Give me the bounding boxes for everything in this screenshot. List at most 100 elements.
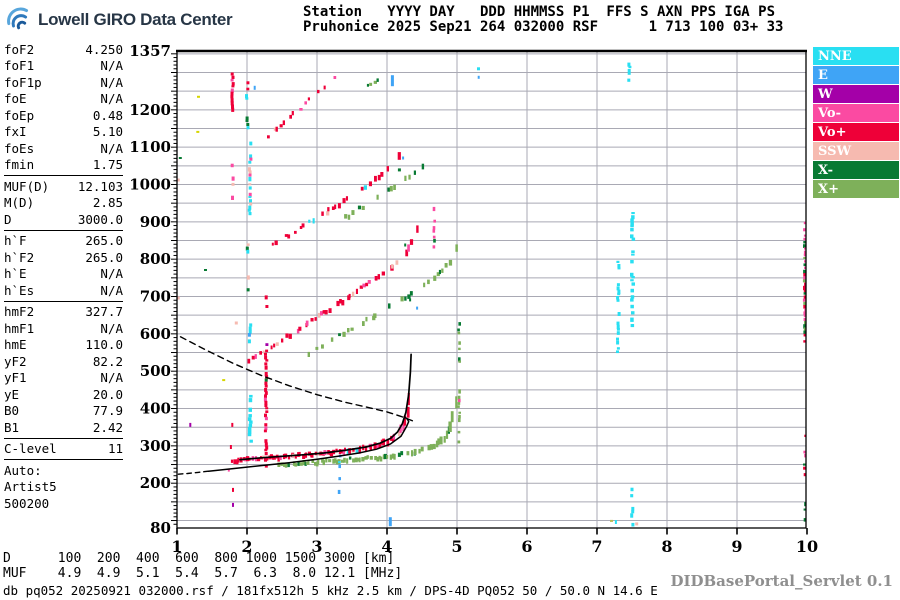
param-label: hmF1 xyxy=(4,320,35,336)
svg-text:800: 800 xyxy=(140,250,171,268)
param-label: foEp xyxy=(4,107,35,123)
param-row: C-level 11 xyxy=(4,441,123,458)
param-row: 500200 xyxy=(4,495,123,512)
status-line: db pq052 20250921 032000.rsf / 181fx512h… xyxy=(3,583,658,598)
param-row: foF1p N/A xyxy=(4,74,123,91)
param-value: 11 xyxy=(107,441,123,457)
svg-text:7: 7 xyxy=(591,537,602,556)
legend-item-W: W xyxy=(813,85,899,103)
param-row: M(D) 2.85 xyxy=(4,195,123,212)
param-row: foEp 0.48 xyxy=(4,107,123,124)
svg-text:700: 700 xyxy=(140,288,171,306)
param-row: MUF(D) 12.103 xyxy=(4,178,123,195)
wave-icon xyxy=(6,4,34,36)
param-value: 5.10 xyxy=(92,124,123,140)
param-value: N/A xyxy=(100,140,123,156)
param-value: 265.0 xyxy=(85,249,123,265)
param-row: D 3000.0 xyxy=(4,211,123,228)
svg-text:5: 5 xyxy=(451,537,462,556)
legend-item-E: E xyxy=(813,66,899,84)
param-label: hmF2 xyxy=(4,304,35,320)
param-row: hmF1 N/A xyxy=(4,320,123,337)
param-row: h`E N/A xyxy=(4,266,123,283)
svg-text:1000: 1000 xyxy=(129,175,171,193)
svg-text:9: 9 xyxy=(731,537,742,556)
param-row: foF1 N/A xyxy=(4,58,123,75)
legend-item-NNE: NNE xyxy=(813,47,899,65)
param-row: B1 2.42 xyxy=(4,419,123,436)
param-panel: foF2 4.250 foF1 N/A foF1p N/A foE N/A foEp 0.48 fx… xyxy=(4,41,123,512)
param-label: Auto: xyxy=(4,462,42,478)
param-label: foEs xyxy=(4,140,35,156)
param-row: hmF2 327.7 xyxy=(4,304,123,321)
param-label: fmin xyxy=(4,157,35,173)
param-label: M(D) xyxy=(4,195,35,211)
param-label: Artist5 xyxy=(4,479,57,495)
param-value: 0.48 xyxy=(92,107,123,123)
param-label: B1 xyxy=(4,419,20,435)
servlet-version: DIDBasePortal_Servlet 0.1 xyxy=(670,572,893,590)
svg-text:2: 2 xyxy=(241,537,252,556)
param-label: yE xyxy=(4,386,20,402)
param-value: 20.0 xyxy=(92,386,123,402)
svg-text:1100: 1100 xyxy=(129,138,171,156)
param-row: B0 77.9 xyxy=(4,403,123,420)
param-label: foF2 xyxy=(4,41,35,57)
svg-text:300: 300 xyxy=(140,437,171,455)
svg-text:1200: 1200 xyxy=(129,101,171,119)
svg-text:600: 600 xyxy=(140,325,171,343)
svg-text:8: 8 xyxy=(661,537,672,556)
param-row: hmE 110.0 xyxy=(4,337,123,354)
legend-item-Vo+: Vo+ xyxy=(813,123,899,141)
param-value: 265.0 xyxy=(85,233,123,249)
param-label: foE xyxy=(4,91,27,107)
param-label: h`F2 xyxy=(4,249,35,265)
station-info: Station YYYY DAY DDD HHMMSS P1 FFS S AXN… xyxy=(303,4,784,35)
param-divider xyxy=(4,300,123,302)
svg-text:3: 3 xyxy=(311,537,322,556)
param-label: hmE xyxy=(4,337,27,353)
param-label: MUF(D) xyxy=(4,178,50,194)
param-value: 3000.0 xyxy=(77,211,123,227)
param-label: foF1p xyxy=(4,74,42,90)
param-label: yF2 xyxy=(4,353,27,369)
svg-text:10: 10 xyxy=(796,537,818,556)
param-label: yF1 xyxy=(4,370,27,386)
svg-text:500: 500 xyxy=(140,362,171,380)
param-value: 12.103 xyxy=(77,178,123,194)
param-value: N/A xyxy=(100,266,123,282)
legend-item-X+: X+ xyxy=(813,180,899,198)
distance-muf-table: D 100 200 400 600 800 1000 1500 3000 [km… xyxy=(3,551,403,581)
param-value: 327.7 xyxy=(85,304,123,320)
param-divider xyxy=(4,175,123,176)
param-label: h`E xyxy=(4,266,27,282)
logo-text: Lowell GIRO Data Center xyxy=(38,10,233,29)
param-value: N/A xyxy=(100,91,123,107)
svg-text:900: 900 xyxy=(140,213,171,231)
param-row: yE 20.0 xyxy=(4,386,123,403)
echo-direction-legend: NNE E W Vo- Vo+ SSW X- X+ xyxy=(813,47,899,199)
param-divider xyxy=(4,437,123,439)
param-row: foE N/A xyxy=(4,91,123,108)
param-value: N/A xyxy=(100,282,123,298)
param-row: yF2 82.2 xyxy=(4,353,123,370)
param-divider xyxy=(4,229,123,231)
param-value: 110.0 xyxy=(85,337,123,353)
param-value: 4.250 xyxy=(85,41,123,57)
param-value: 82.2 xyxy=(92,353,123,369)
param-value: 1.75 xyxy=(92,157,123,173)
svg-text:6: 6 xyxy=(521,537,532,556)
param-label: 500200 xyxy=(4,495,50,511)
param-label: fxI xyxy=(4,124,27,140)
param-row: foEs N/A xyxy=(4,140,123,157)
param-row: fmin 1.75 xyxy=(4,157,123,174)
param-label: h`F xyxy=(4,233,27,249)
svg-text:80: 80 xyxy=(150,519,171,537)
param-row: yF1 N/A xyxy=(4,370,123,387)
param-row: fxI 5.10 xyxy=(4,124,123,141)
param-value: N/A xyxy=(100,74,123,90)
svg-text:200: 200 xyxy=(140,474,171,492)
param-row: Auto: xyxy=(4,462,123,479)
